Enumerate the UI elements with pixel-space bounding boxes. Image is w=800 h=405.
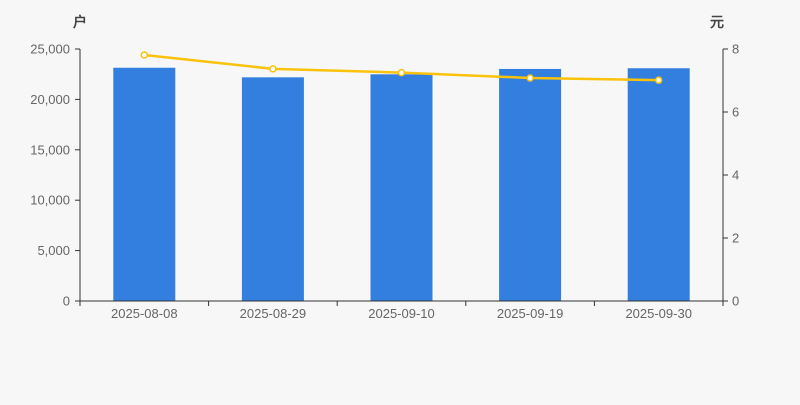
bar-2025-08-08[interactable] xyxy=(113,67,176,301)
line-point-2025-08-08[interactable] xyxy=(140,51,149,59)
right-axis-tick-label: 6 xyxy=(732,105,739,120)
line-point-2025-09-30[interactable] xyxy=(654,76,663,84)
bar-2025-09-10[interactable] xyxy=(370,74,433,301)
bar-2025-09-19[interactable] xyxy=(499,68,562,301)
left-axis-tick-label: 10,000 xyxy=(30,193,70,208)
right-axis-tick-label: 4 xyxy=(732,168,739,183)
left-axis-tick-label: 5,000 xyxy=(37,243,70,258)
bar-2025-09-30[interactable] xyxy=(627,68,690,301)
x-axis-label-2025-08-29: 2025-08-29 xyxy=(240,306,307,321)
right-axis-tick-label: 8 xyxy=(732,42,739,57)
x-axis-label-2025-08-08: 2025-08-08 xyxy=(111,306,178,321)
line-point-2025-08-29[interactable] xyxy=(269,65,277,73)
bar-2025-08-29[interactable] xyxy=(241,77,304,301)
right-axis-name: 元 xyxy=(710,14,724,30)
left-axis-tick-label: 20,000 xyxy=(30,92,70,107)
left-axis-tick-label: 25,000 xyxy=(30,42,70,57)
x-axis-label-2025-09-30: 2025-09-30 xyxy=(625,306,692,321)
right-axis-tick-label: 2 xyxy=(732,231,739,246)
line-point-2025-09-19[interactable] xyxy=(526,74,534,82)
left-axis-tick-label: 15,000 xyxy=(30,142,70,157)
x-axis-label-2025-09-10: 2025-09-10 xyxy=(368,306,435,321)
left-axis-name: 户 xyxy=(73,14,87,30)
right-axis-tick-label: 0 xyxy=(732,294,739,309)
x-axis-label-2025-09-19: 2025-09-19 xyxy=(497,306,564,321)
line-point-2025-09-10[interactable] xyxy=(397,68,406,77)
left-axis-tick-label: 0 xyxy=(63,294,70,309)
